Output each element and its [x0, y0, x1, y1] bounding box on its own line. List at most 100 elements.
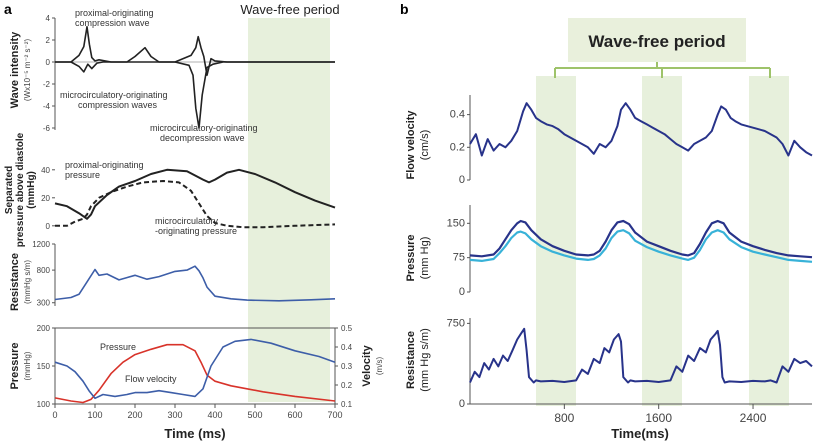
b1-series-0 — [469, 102, 813, 157]
a-xticklabel-7: 700 — [327, 410, 342, 420]
a4-left-ticklabel-1: 150 — [37, 362, 51, 371]
b1-yticks: 0.4 0.2 0 — [450, 109, 470, 186]
b3-ylabel: Resistance — [405, 331, 417, 389]
b2-series-high — [469, 219, 813, 259]
a-xticklabel-2: 200 — [127, 410, 142, 420]
a4-series — [54, 338, 336, 404]
b1-ticklabel-2: 0 — [459, 174, 465, 186]
b1-ylabel: Flow velocity — [405, 110, 417, 180]
b2-ticklabel-2: 0 — [459, 286, 465, 298]
a4-right-ticklabel-3: 0.2 — [341, 381, 353, 390]
a1-ylabel: Wave intensity — [9, 31, 21, 108]
a2-annotation-0: proximal-originating — [65, 160, 144, 170]
a-xticklabel-5: 500 — [247, 410, 262, 420]
a3-ylabel: Resistance — [9, 253, 21, 311]
b-xticklabel-1: 1600 — [645, 411, 672, 425]
a1-ticklabel-1: 2 — [46, 36, 51, 45]
a3-ticklabel-0: 1200 — [32, 240, 50, 249]
a1-annotation-2: microcirculatory-originating — [60, 90, 168, 100]
a1-annotation-4: microcirculatory-originating — [150, 123, 258, 133]
a-xticklabel-1: 100 — [87, 410, 102, 420]
b2-series-low — [469, 229, 813, 263]
panel-b-xlabel: Time(ms) — [611, 426, 669, 441]
b3-ticklabel-1: 0 — [459, 398, 465, 410]
panel-b-title-box — [568, 18, 746, 62]
a2-ticklabel-1: 20 — [41, 194, 50, 203]
b-xticklabel-0: 800 — [554, 411, 574, 425]
b1-series — [469, 102, 813, 157]
a1-ticklabel-0: 4 — [46, 14, 51, 23]
b2-ticklabel-1: 75 — [453, 252, 465, 264]
a2-yticks: 40 20 0 — [41, 166, 55, 231]
a4-ylabel-units: (mmHg) — [23, 351, 32, 380]
b1-ticklabel-0: 0.4 — [450, 109, 465, 121]
panel-b-bracket — [554, 62, 771, 78]
a1-series — [55, 25, 335, 129]
b3-ylabel-units: (mm Hg s/m) — [419, 328, 431, 392]
panel-b-wave-free-band-2 — [642, 76, 682, 406]
b3-series-0 — [469, 327, 813, 384]
panel-b-xticks: 800 1600 2400 — [554, 404, 767, 425]
a2-annotation-2: microcirculatory — [155, 216, 219, 226]
a3-series-0 — [54, 265, 336, 302]
a4-ylabel: Pressure — [9, 342, 21, 389]
panel-b-title: Wave-free period — [588, 32, 725, 51]
a1-ticklabel-5: -6 — [43, 124, 51, 133]
a4-annotation-0: Pressure — [100, 342, 136, 352]
a4-y2label: Velocity — [361, 344, 373, 386]
a4-right-ticklabel-0: 0.5 — [341, 324, 353, 333]
b-xticklabel-2: 2400 — [740, 411, 767, 425]
a1-series-0 — [55, 25, 335, 76]
b1-ticklabel-1: 0.2 — [450, 141, 465, 153]
a2-ylabel: Separatedpressure above diastole(mmHg) — [4, 132, 37, 247]
b2-yticks: 150 75 0 — [447, 217, 470, 298]
b2-series — [469, 219, 813, 263]
b2-ylabel: Pressure — [405, 234, 417, 281]
a3-ylabel-units: (mmHg s/m) — [23, 260, 32, 304]
panel-a-wave-free-band — [248, 18, 330, 402]
a1-annotation-5: decompression wave — [160, 133, 245, 143]
panel-a-title: Wave-free period — [240, 2, 339, 17]
a4-left-ticklabel-2: 100 — [37, 400, 51, 409]
b3-ticklabel-0: 750 — [447, 317, 465, 329]
b3-yticks: 750 0 — [447, 317, 470, 410]
b1-ylabel-units: (cm/s) — [419, 130, 431, 161]
panel-a-letter: a — [4, 1, 12, 17]
a3-yticks: 1200 800 300 — [32, 240, 55, 308]
a4-left-ticklabel-0: 200 — [37, 324, 51, 333]
a3-ticklabel-2: 300 — [37, 299, 51, 308]
a4-y2label-units: (m/s) — [375, 357, 384, 376]
a1-series-1 — [55, 61, 335, 129]
a1-yticks: 4 2 0 -2 -4 -6 — [43, 14, 55, 133]
a2-series-1 — [55, 180, 336, 229]
a4-right-ticklabel-2: 0.3 — [341, 362, 353, 371]
a1-annotation-1: compression wave — [75, 18, 150, 28]
a-xticklabel-4: 400 — [207, 410, 222, 420]
b3-series — [469, 327, 813, 384]
a4-right-ticklabel-4: 0.1 — [341, 400, 353, 409]
panel-a-xlabel: Time (ms) — [164, 426, 225, 441]
a2-ticklabel-0: 40 — [41, 166, 50, 175]
a2-ticklabel-2: 0 — [46, 222, 51, 231]
a4-series-pressure — [54, 343, 336, 404]
a1-ticklabel-2: 0 — [46, 58, 51, 67]
a2-series — [54, 168, 336, 229]
a1-ticklabel-4: -4 — [43, 102, 51, 111]
a2-annotation-1: pressure — [65, 170, 100, 180]
panel-b-wave-free-band-3 — [749, 76, 789, 406]
a2-series-0 — [54, 168, 336, 220]
a3-ticklabel-1: 800 — [37, 266, 51, 275]
a-xticklabel-0: 0 — [52, 410, 57, 420]
a-xticklabel-6: 600 — [287, 410, 302, 420]
a4-series-velocity — [54, 338, 336, 400]
a1-ylabel-units: (Wx10⁻⁵ m⁻² s⁻²) — [23, 39, 32, 102]
a4-right-ticklabel-1: 0.4 — [341, 343, 353, 352]
a1-ticklabel-3: -2 — [43, 80, 51, 89]
panel-b-letter: b — [400, 1, 409, 17]
a3-series — [54, 265, 336, 302]
a1-annotation-0: proximal-originating — [75, 8, 154, 18]
b2-ticklabel-0: 150 — [447, 217, 465, 229]
panel-a-xticks: 0 100 200 300 400 500 600 700 — [52, 404, 343, 420]
a-xticklabel-3: 300 — [167, 410, 182, 420]
